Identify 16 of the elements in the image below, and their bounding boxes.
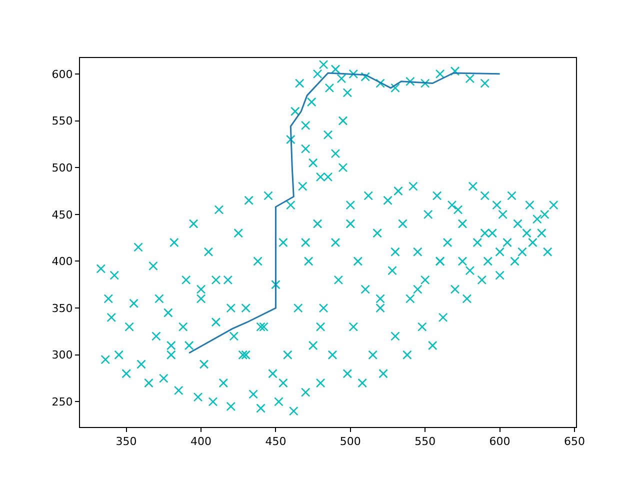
y-tick-label: 550 bbox=[52, 114, 73, 128]
x-tick-label: 650 bbox=[564, 435, 586, 448]
y-tick-label: 500 bbox=[52, 161, 73, 174]
x-tick-label: 450 bbox=[265, 435, 286, 448]
x-tick-label: 400 bbox=[190, 435, 212, 448]
line-series bbox=[188, 72, 501, 354]
x-tick-label: 350 bbox=[116, 435, 137, 448]
y-tick-label: 600 bbox=[52, 68, 73, 81]
y-tick-label: 300 bbox=[52, 348, 73, 362]
y-tick-label: 350 bbox=[52, 302, 73, 315]
x-tick-label: 550 bbox=[414, 435, 436, 448]
y-tick-label: 450 bbox=[52, 208, 73, 222]
y-tick-label: 400 bbox=[52, 255, 73, 268]
y-tick-label: 250 bbox=[52, 396, 73, 409]
x-tick-label: 500 bbox=[340, 435, 361, 448]
x-tick-label: 600 bbox=[489, 435, 510, 448]
